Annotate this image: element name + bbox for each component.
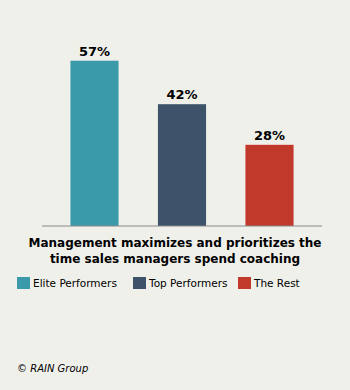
data-label: 42% bbox=[166, 87, 197, 102]
bar bbox=[158, 104, 206, 226]
title: Management maximizes and prioritizes the bbox=[28, 236, 321, 250]
data-label: 57% bbox=[79, 44, 110, 59]
legend-swatch bbox=[238, 277, 251, 289]
annotation: © RAIN Group bbox=[17, 363, 88, 374]
legend-swatch bbox=[133, 277, 146, 289]
legend: Elite Performers Top Performers The Rest bbox=[17, 277, 300, 289]
chart-container: 57% 42% 28% Management maximizes and priori… bbox=[0, 0, 350, 390]
legend-label: Top Performers bbox=[148, 277, 228, 289]
bars bbox=[70, 61, 293, 226]
baseline bbox=[42, 226, 322, 227]
bar bbox=[70, 61, 118, 226]
bar bbox=[245, 145, 293, 226]
legend-label: The Rest bbox=[253, 277, 300, 289]
chart-svg: 57% 42% 28% Management maximizes and priori… bbox=[0, 0, 350, 390]
legend-swatch bbox=[17, 277, 30, 289]
data-label: 28% bbox=[254, 128, 285, 143]
legend-label: Elite Performers bbox=[33, 277, 117, 289]
subtitle: time sales managers spend coaching bbox=[50, 252, 300, 266]
